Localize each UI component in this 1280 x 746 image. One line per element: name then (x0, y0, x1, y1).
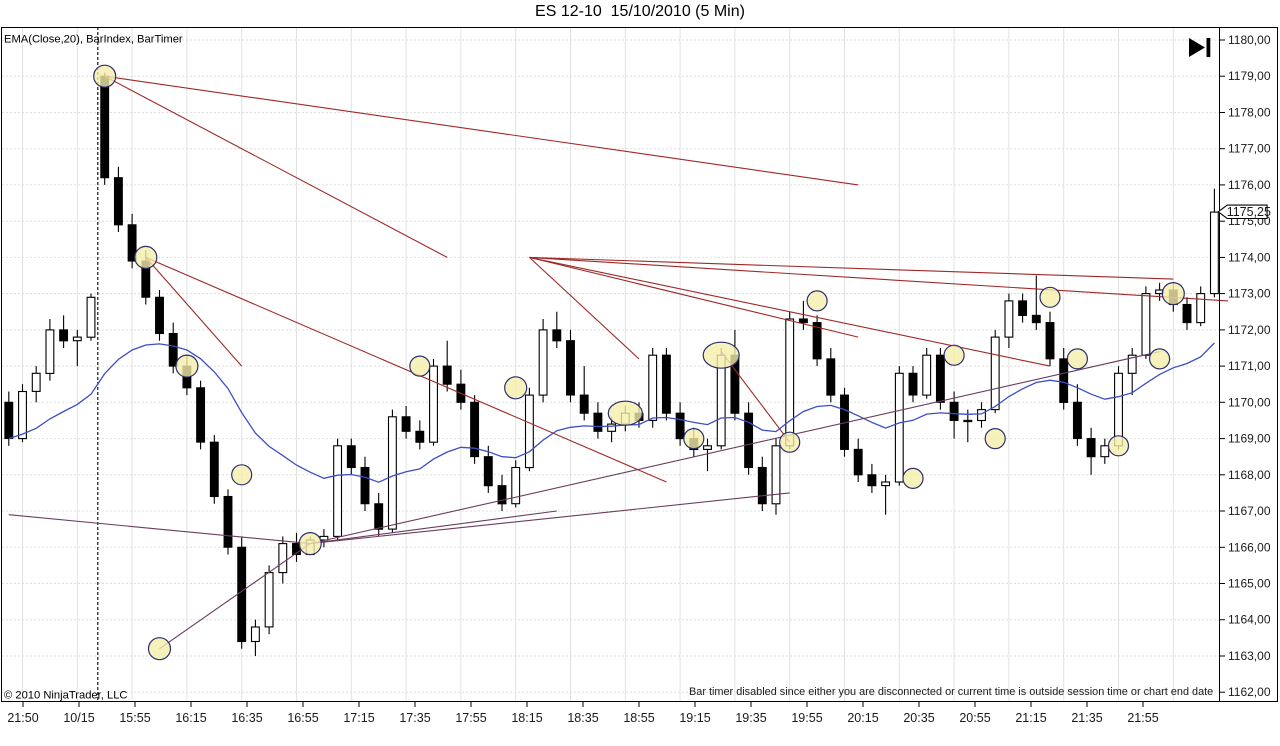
svg-text:1174,00: 1174,00 (1228, 250, 1271, 264)
svg-text:19:55: 19:55 (791, 711, 822, 725)
svg-text:1163,00: 1163,00 (1228, 649, 1271, 663)
svg-text:1179,00: 1179,00 (1228, 69, 1271, 83)
svg-text:18:35: 18:35 (567, 711, 598, 725)
svg-text:1168,00: 1168,00 (1228, 468, 1271, 482)
svg-text:21:15: 21:15 (1015, 711, 1046, 725)
svg-text:1165,00: 1165,00 (1228, 577, 1271, 591)
svg-text:1171,00: 1171,00 (1228, 359, 1271, 373)
svg-text:15:55: 15:55 (119, 711, 150, 725)
svg-text:20:35: 20:35 (903, 711, 934, 725)
svg-text:1177,00: 1177,00 (1228, 142, 1271, 156)
svg-text:1172,00: 1172,00 (1228, 323, 1271, 337)
svg-text:19:15: 19:15 (679, 711, 710, 725)
svg-text:1170,00: 1170,00 (1228, 395, 1271, 409)
svg-text:1178,00: 1178,00 (1228, 106, 1271, 120)
svg-text:18:55: 18:55 (623, 711, 654, 725)
svg-text:17:55: 17:55 (455, 711, 486, 725)
svg-text:16:15: 16:15 (175, 711, 206, 725)
svg-text:16:55: 16:55 (287, 711, 318, 725)
svg-text:20:55: 20:55 (959, 711, 990, 725)
svg-text:20:15: 20:15 (847, 711, 878, 725)
svg-text:Bar timer disabled since eithe: Bar timer disabled since either you are … (689, 686, 1213, 698)
svg-text:21:50: 21:50 (7, 711, 38, 725)
svg-text:1166,00: 1166,00 (1228, 540, 1271, 554)
svg-text:EMA(Close,20), BarIndex, BarTi: EMA(Close,20), BarIndex, BarTimer (4, 34, 183, 46)
svg-text:17:15: 17:15 (343, 711, 374, 725)
svg-text:18:15: 18:15 (511, 711, 542, 725)
svg-text:19:35: 19:35 (735, 711, 766, 725)
svg-text:1173,00: 1173,00 (1228, 287, 1271, 301)
svg-text:1169,00: 1169,00 (1228, 432, 1271, 446)
svg-text:1164,00: 1164,00 (1228, 613, 1271, 627)
svg-text:1180,00: 1180,00 (1228, 33, 1271, 47)
svg-text:16:35: 16:35 (231, 711, 262, 725)
svg-text:1167,00: 1167,00 (1228, 504, 1271, 518)
svg-text:1175,25: 1175,25 (1227, 205, 1271, 219)
svg-text:21:35: 21:35 (1071, 711, 1102, 725)
svg-text:17:35: 17:35 (399, 711, 430, 725)
svg-text:21:55: 21:55 (1127, 711, 1158, 725)
svg-text:10/15: 10/15 (63, 711, 94, 725)
svg-text:© 2010 NinjaTrader, LLC: © 2010 NinjaTrader, LLC (4, 690, 128, 702)
svg-text:1162,00: 1162,00 (1228, 685, 1271, 699)
svg-text:1176,00: 1176,00 (1228, 178, 1271, 192)
